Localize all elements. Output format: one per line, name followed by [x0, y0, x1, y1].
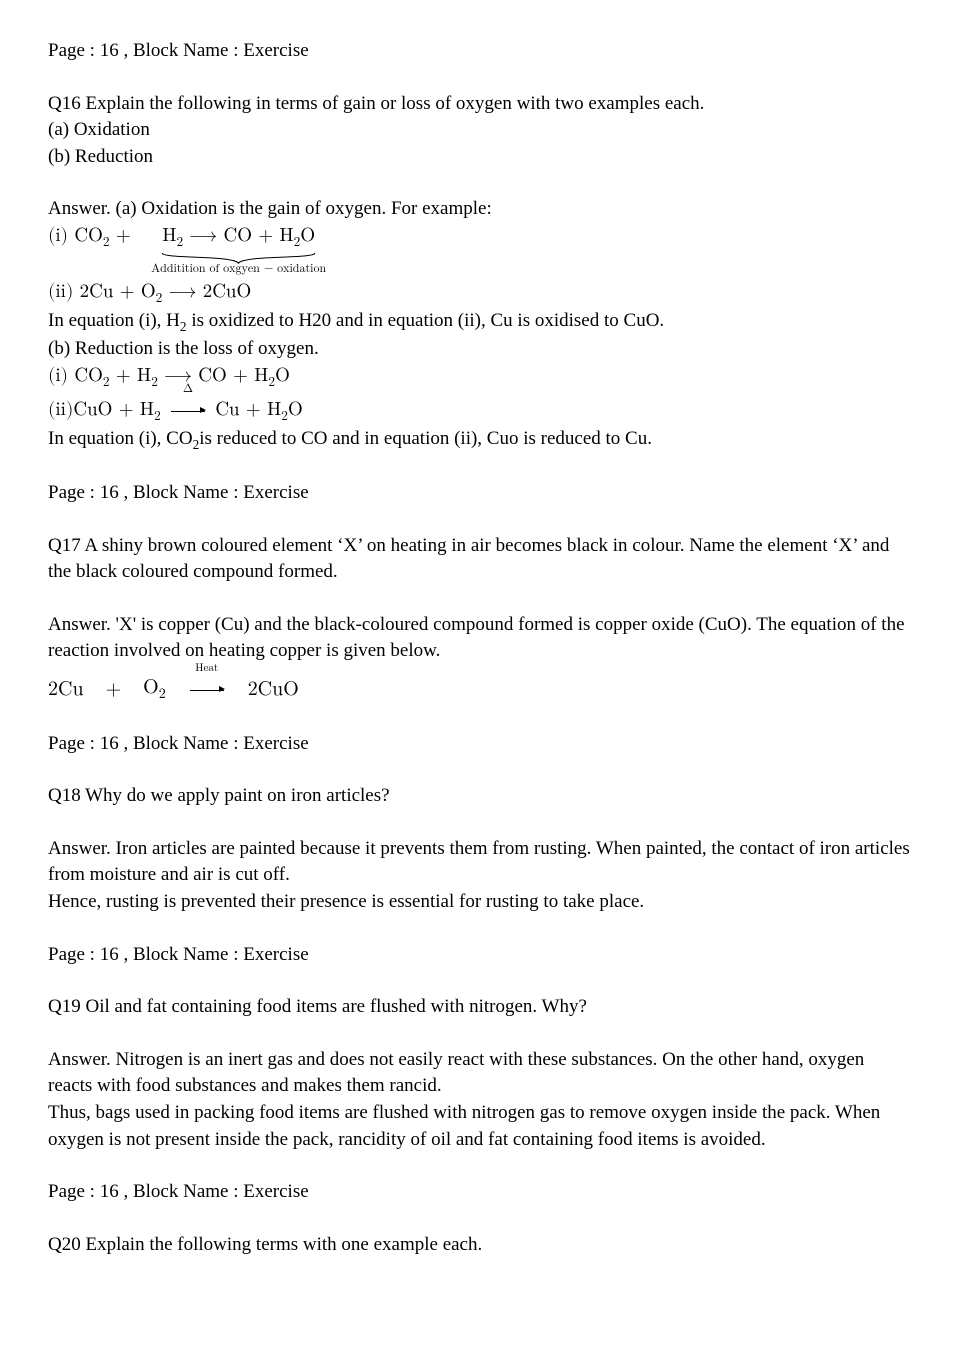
eq-text: ⟶ 2CuO — [162, 282, 251, 301]
q17-equation: 2Cu + O2 Heat 2CuO — [48, 673, 299, 705]
q16-b-lead: (b) Reduction is the loss of oxygen. — [48, 336, 910, 363]
eq-text: ⟶ CO + H — [158, 366, 269, 385]
subscript: 2 — [159, 687, 166, 701]
question-18: Q18 Why do we apply paint on iron articl… — [48, 783, 910, 810]
q16-option-a: (a) Oxidation — [48, 117, 910, 144]
eq-text: O2 — [143, 673, 166, 705]
page-header: Page : 16 , Block Name : Exercise — [48, 1179, 910, 1206]
q20-question: Q20 Explain the following terms with one… — [48, 1232, 910, 1259]
reaction-arrow: Heat — [190, 675, 224, 703]
answer-19: Answer. Nitrogen is an inert gas and doe… — [48, 1047, 910, 1153]
reaction-arrow: Δ — [171, 397, 205, 424]
eq-text: (ii)CuO + H — [48, 400, 154, 419]
question-16: Q16 Explain the following in terms of ga… — [48, 91, 910, 171]
q19-answer-1: Answer. Nitrogen is an inert gas and doe… — [48, 1047, 910, 1100]
eq-text: 2Cu — [48, 675, 84, 703]
eq-text: H — [162, 226, 176, 245]
subscript: 2 — [154, 409, 161, 423]
eq-text: (i) — [48, 226, 74, 245]
eq-text: O — [300, 226, 315, 245]
q16-b-explain: In equation (i), CO2is reduced to CO and… — [48, 426, 910, 454]
q17-question: Q17 A shiny brown coloured element ‘X’ o… — [48, 533, 910, 586]
text: is reduced to CO and in equation (ii), C… — [199, 428, 652, 449]
eq-text: Cu + H — [215, 400, 281, 419]
q16-option-b: (b) Reduction — [48, 144, 910, 171]
question-17: Q17 A shiny brown coloured element ‘X’ o… — [48, 533, 910, 586]
arrow-heat-label: Heat — [190, 663, 224, 674]
page-header: Page : 16 , Block Name : Exercise — [48, 942, 910, 969]
subscript: 2 — [151, 375, 158, 389]
eq-text: O — [288, 400, 303, 419]
eq-text: + H — [110, 366, 152, 385]
eq-text: ⟶ CO + H — [183, 226, 294, 245]
question-20: Q20 Explain the following terms with one… — [48, 1232, 910, 1259]
page-header: Page : 16 , Block Name : Exercise — [48, 731, 910, 758]
q19-question: Q19 Oil and fat containing food items ar… — [48, 994, 910, 1021]
q16-question: Q16 Explain the following in terms of ga… — [48, 91, 910, 118]
q16-b-equation-ii: (ii)CuO + H2 Δ Cu + H2O — [48, 397, 910, 425]
q16-answer-lead: Answer. (a) Oxidation is the gain of oxy… — [48, 196, 910, 223]
q16-equation-ii: (ii) 2Cu + O2 ⟶ 2CuO — [48, 279, 910, 307]
arrow-icon — [171, 400, 205, 419]
q16-equation-i: (i) CO2 + H2 ⟶ CO + H2O Additition of ox… — [48, 223, 910, 251]
q18-answer-1: Answer. Iron articles are painted becaus… — [48, 836, 910, 889]
eq-text: 2CuO — [248, 675, 299, 703]
answer-18: Answer. Iron articles are painted becaus… — [48, 836, 910, 916]
page-header: Page : 16 , Block Name : Exercise — [48, 38, 910, 65]
eq-text: + — [106, 675, 122, 703]
answer-16: Answer. (a) Oxidation is the gain of oxy… — [48, 196, 910, 454]
q17-answer: Answer. 'X' is copper (Cu) and the black… — [48, 612, 910, 665]
text: In equation (i), CO — [48, 428, 193, 449]
eq-text: (i) CO — [48, 366, 103, 385]
subscript: 2 — [281, 409, 288, 423]
eq-text: CO — [74, 226, 103, 245]
question-19: Q19 Oil and fat containing food items ar… — [48, 994, 910, 1021]
q18-answer-2: Hence, rusting is prevented their presen… — [48, 889, 910, 916]
underbrace: H2 ⟶ CO + H2O Additition of oxgyen − oxi… — [162, 223, 315, 251]
arrow-icon — [190, 679, 224, 699]
subscript: 2 — [103, 235, 110, 249]
underbrace-label: Additition of oxgyen − oxidation — [151, 261, 326, 278]
q19-answer-2: Thus, bags used in packing food items ar… — [48, 1100, 910, 1153]
eq-text: (ii) 2Cu + O — [48, 282, 156, 301]
text: In equation (i), H — [48, 310, 180, 331]
eq-text: O — [275, 366, 290, 385]
subscript: 2 — [103, 375, 110, 389]
eq-text: + — [110, 226, 137, 245]
answer-17: Answer. 'X' is copper (Cu) and the black… — [48, 612, 910, 705]
q16-explain-line: In equation (i), H2 is oxidized to H20 a… — [48, 308, 910, 336]
subscript: 2 — [180, 319, 187, 334]
q18-question: Q18 Why do we apply paint on iron articl… — [48, 783, 910, 810]
text: is oxidized to H20 and in equation (ii),… — [187, 310, 665, 331]
page-header: Page : 16 , Block Name : Exercise — [48, 480, 910, 507]
arrow-delta-label: Δ — [171, 383, 205, 395]
